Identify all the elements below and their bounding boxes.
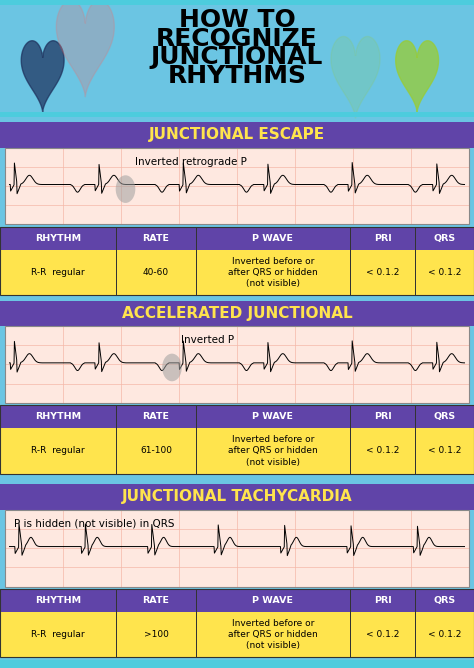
Bar: [0, 589, 474, 612]
Text: RATE: RATE: [143, 596, 169, 605]
Bar: [350, 589, 351, 657]
Bar: [0, 428, 474, 474]
Text: PRI: PRI: [374, 412, 392, 422]
Bar: [0, 122, 474, 148]
Text: RHYTHM: RHYTHM: [35, 234, 81, 243]
Bar: [0, 405, 474, 428]
Bar: [5, 510, 469, 587]
Text: Inverted before or
after QRS or hidden
(not visible): Inverted before or after QRS or hidden (…: [228, 436, 318, 466]
Bar: [415, 589, 416, 657]
Bar: [415, 227, 416, 295]
Bar: [5, 326, 469, 403]
Bar: [0, 589, 474, 657]
Bar: [0, 112, 474, 117]
Bar: [116, 589, 117, 657]
Text: Inverted before or
after QRS or hidden
(not visible): Inverted before or after QRS or hidden (…: [228, 257, 318, 288]
Text: PRI: PRI: [374, 234, 392, 243]
Polygon shape: [56, 0, 114, 97]
Bar: [196, 227, 197, 295]
Text: >100: >100: [144, 630, 168, 639]
Text: R-R  regular: R-R regular: [31, 630, 85, 639]
Text: 61-100: 61-100: [140, 446, 172, 456]
Text: PRI: PRI: [374, 596, 392, 605]
Circle shape: [162, 353, 182, 381]
Bar: [0, 227, 474, 250]
Text: RHYTHM: RHYTHM: [35, 412, 81, 422]
Bar: [196, 405, 197, 474]
Bar: [0, 227, 474, 295]
Text: Inverted before or
after QRS or hidden
(not visible): Inverted before or after QRS or hidden (…: [228, 619, 318, 650]
Polygon shape: [331, 37, 380, 118]
Text: RATE: RATE: [143, 412, 169, 422]
Text: 40-60: 40-60: [143, 268, 169, 277]
Bar: [0, 405, 474, 474]
Bar: [0, 0, 474, 5]
Bar: [5, 510, 469, 587]
Text: < 0.1.2: < 0.1.2: [366, 630, 399, 639]
Circle shape: [116, 175, 136, 203]
Text: R-R  regular: R-R regular: [31, 446, 85, 456]
Bar: [0, 0, 474, 117]
Bar: [415, 405, 416, 474]
Text: P WAVE: P WAVE: [252, 412, 293, 422]
Bar: [350, 405, 351, 474]
Text: < 0.1.2: < 0.1.2: [366, 446, 399, 456]
Text: JUNCTIONAL ESCAPE: JUNCTIONAL ESCAPE: [149, 128, 325, 142]
Text: JUNCTIONAL: JUNCTIONAL: [151, 45, 323, 69]
Bar: [0, 484, 474, 510]
Bar: [0, 660, 474, 668]
Text: P WAVE: P WAVE: [252, 596, 293, 605]
Text: RHYTHMS: RHYTHMS: [167, 64, 307, 88]
Text: JUNCTIONAL TACHYCARDIA: JUNCTIONAL TACHYCARDIA: [122, 490, 352, 504]
Bar: [5, 326, 469, 403]
Bar: [0, 301, 474, 326]
Text: < 0.1.2: < 0.1.2: [366, 268, 399, 277]
Text: Inverted P: Inverted P: [181, 335, 234, 345]
Text: R-R  regular: R-R regular: [31, 268, 85, 277]
Text: P WAVE: P WAVE: [252, 234, 293, 243]
Bar: [350, 227, 351, 295]
Bar: [5, 148, 469, 224]
Bar: [116, 405, 117, 474]
Bar: [0, 250, 474, 295]
Text: QRS: QRS: [434, 234, 456, 243]
Text: QRS: QRS: [434, 412, 456, 422]
Text: HOW TO: HOW TO: [179, 8, 295, 32]
Bar: [0, 612, 474, 657]
Bar: [116, 227, 117, 295]
Text: < 0.1.2: < 0.1.2: [428, 630, 461, 639]
Text: RECOGNIZE: RECOGNIZE: [156, 27, 318, 51]
Text: RATE: RATE: [143, 234, 169, 243]
Text: RHYTHM: RHYTHM: [35, 596, 81, 605]
Polygon shape: [396, 41, 438, 112]
Text: Inverted retrograde P: Inverted retrograde P: [135, 157, 246, 167]
Text: ACCELERATED JUNCTIONAL: ACCELERATED JUNCTIONAL: [122, 306, 352, 321]
Bar: [196, 589, 197, 657]
Text: < 0.1.2: < 0.1.2: [428, 446, 461, 456]
Polygon shape: [21, 41, 64, 112]
Bar: [5, 148, 469, 224]
Text: P is hidden (not visible) in QRS: P is hidden (not visible) in QRS: [14, 519, 174, 529]
Text: < 0.1.2: < 0.1.2: [428, 268, 461, 277]
Text: QRS: QRS: [434, 596, 456, 605]
